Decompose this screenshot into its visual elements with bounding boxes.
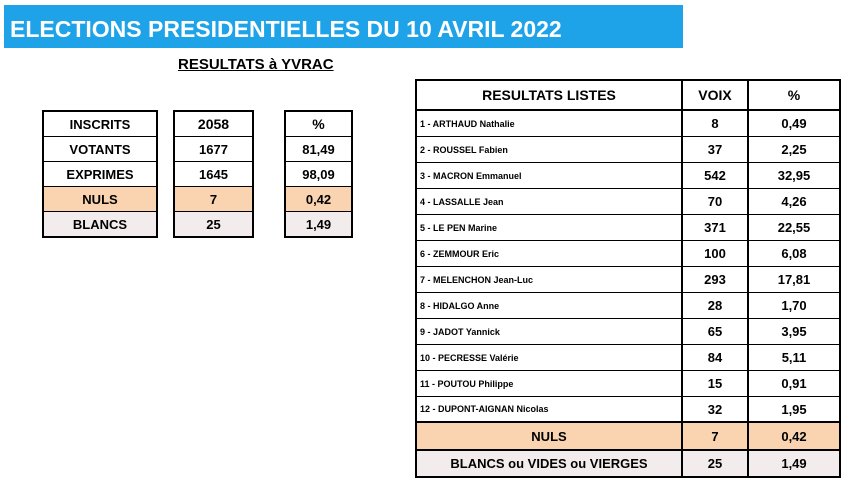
candidate-name: 10 - PECRESSE Valérie bbox=[417, 345, 683, 370]
label-votants: VOTANTS bbox=[44, 137, 156, 162]
percent-header: % bbox=[286, 112, 351, 137]
summary-labels: INSCRITS VOTANTS EXPRIMES NULS BLANCS bbox=[42, 110, 158, 238]
header-listes: RESULTATS LISTES bbox=[417, 81, 683, 109]
candidate-pct: 6,08 bbox=[781, 246, 807, 261]
candidate-voix: 15 bbox=[683, 371, 749, 396]
candidate-voix: 28 bbox=[683, 293, 749, 318]
table-row: 12 - DUPONT-AIGNAN Nicolas 32 1,95 bbox=[417, 397, 839, 423]
table-row: 5 - LE PEN Marine 371 22,55 bbox=[417, 215, 839, 241]
candidate-name: 8 - HIDALGO Anne bbox=[417, 293, 683, 318]
value-exprimes: 1645 bbox=[175, 162, 252, 187]
summary-values: 2058 1677 1645 7 25 bbox=[173, 110, 254, 238]
candidate-voix: 37 bbox=[683, 137, 749, 162]
candidate-voix: 32 bbox=[683, 397, 749, 421]
table-row: 4 - LASSALLE Jean 70 4,26 bbox=[417, 189, 839, 215]
percent-votants: 81,49 bbox=[286, 137, 351, 162]
candidate-pct: 3,95 bbox=[781, 324, 807, 339]
percent-nuls: 0,42 bbox=[286, 187, 351, 212]
label-nuls: NULS bbox=[44, 187, 156, 212]
percent-blancs: 1,49 bbox=[286, 212, 351, 236]
value-nuls: 7 bbox=[175, 187, 252, 212]
nuls-pct: 0,42 bbox=[781, 428, 807, 444]
nuls-label: NULS bbox=[417, 423, 683, 449]
label-exprimes: EXPRIMES bbox=[44, 162, 156, 187]
candidate-voix: 371 bbox=[683, 215, 749, 240]
label-inscrits: INSCRITS bbox=[44, 112, 156, 137]
candidate-pct: 2,25 bbox=[781, 142, 807, 157]
candidate-pct: 1,95 bbox=[781, 401, 807, 417]
value-votants: 1677 bbox=[175, 137, 252, 162]
title-banner: ELECTIONS PRESIDENTIELLES DU 10 AVRIL 20… bbox=[4, 5, 683, 48]
candidate-voix: 84 bbox=[683, 345, 749, 370]
candidate-pct: 32,95 bbox=[777, 168, 811, 183]
nuls-row: NULS 7 0,42 bbox=[417, 423, 839, 451]
candidate-voix: 65 bbox=[683, 319, 749, 344]
candidate-voix: 8 bbox=[683, 111, 749, 136]
nuls-voix: 7 bbox=[683, 423, 749, 449]
candidate-name: 5 - LE PEN Marine bbox=[417, 215, 683, 240]
candidate-name: 9 - JADOT Yannick bbox=[417, 319, 683, 344]
label-blancs: BLANCS bbox=[44, 212, 156, 236]
results-table: RESULTATS LISTES VOIX % 1 - ARTHAUD Nath… bbox=[415, 79, 841, 478]
table-row: 2 - ROUSSEL Fabien 37 2,25 bbox=[417, 137, 839, 163]
candidate-pct: 1,70 bbox=[781, 298, 807, 313]
candidate-voix: 70 bbox=[683, 189, 749, 214]
blancs-label: BLANCS ou VIDES ou VIERGES bbox=[417, 451, 683, 476]
header-pct: % bbox=[787, 87, 801, 103]
blancs-voix: 25 bbox=[683, 451, 749, 476]
page-title: ELECTIONS PRESIDENTIELLES DU 10 AVRIL 20… bbox=[10, 16, 562, 42]
candidate-pct: 5,11 bbox=[781, 350, 807, 365]
percent-exprimes: 98,09 bbox=[286, 162, 351, 187]
summary-percents: % 81,49 98,09 0,42 1,49 bbox=[284, 110, 353, 238]
candidate-name: 7 - MELENCHON Jean-Luc bbox=[417, 267, 683, 292]
table-row: 11 - POUTOU Philippe 15 0,91 bbox=[417, 371, 839, 397]
candidate-pct: 17,81 bbox=[777, 272, 811, 287]
candidate-name: 6 - ZEMMOUR Eric bbox=[417, 241, 683, 266]
candidate-name: 4 - LASSALLE Jean bbox=[417, 189, 683, 214]
candidate-name: 11 - POUTOU Philippe bbox=[417, 371, 683, 396]
table-row: 3 - MACRON Emmanuel 542 32,95 bbox=[417, 163, 839, 189]
candidate-voix: 100 bbox=[683, 241, 749, 266]
candidate-pct: 22,55 bbox=[777, 220, 811, 235]
table-row: 9 - JADOT Yannick 65 3,95 bbox=[417, 319, 839, 345]
table-row: 1 - ARTHAUD Nathalie 8 0,49 bbox=[417, 111, 839, 137]
candidate-voix: 542 bbox=[683, 163, 749, 188]
candidate-name: 3 - MACRON Emmanuel bbox=[417, 163, 683, 188]
candidate-voix: 293 bbox=[683, 267, 749, 292]
blancs-pct: 1,49 bbox=[781, 456, 807, 471]
candidate-name: 1 - ARTHAUD Nathalie bbox=[417, 111, 683, 136]
table-header: RESULTATS LISTES VOIX % bbox=[417, 81, 839, 111]
header-voix: VOIX bbox=[683, 81, 749, 109]
candidate-pct: 0,91 bbox=[781, 376, 807, 391]
blancs-row: BLANCS ou VIDES ou VIERGES 25 1,49 bbox=[417, 451, 839, 476]
value-inscrits: 2058 bbox=[175, 112, 252, 137]
candidate-name: 12 - DUPONT-AIGNAN Nicolas bbox=[417, 397, 683, 421]
value-blancs: 25 bbox=[175, 212, 252, 236]
candidate-pct: 4,26 bbox=[781, 194, 807, 209]
page-subtitle: RESULTATS à YVRAC bbox=[178, 56, 334, 73]
table-row: 6 - ZEMMOUR Eric 100 6,08 bbox=[417, 241, 839, 267]
table-row: 10 - PECRESSE Valérie 84 5,11 bbox=[417, 345, 839, 371]
table-row: 7 - MELENCHON Jean-Luc 293 17,81 bbox=[417, 267, 839, 293]
candidate-name: 2 - ROUSSEL Fabien bbox=[417, 137, 683, 162]
candidate-pct: 0,49 bbox=[781, 116, 807, 131]
table-row: 8 - HIDALGO Anne 28 1,70 bbox=[417, 293, 839, 319]
